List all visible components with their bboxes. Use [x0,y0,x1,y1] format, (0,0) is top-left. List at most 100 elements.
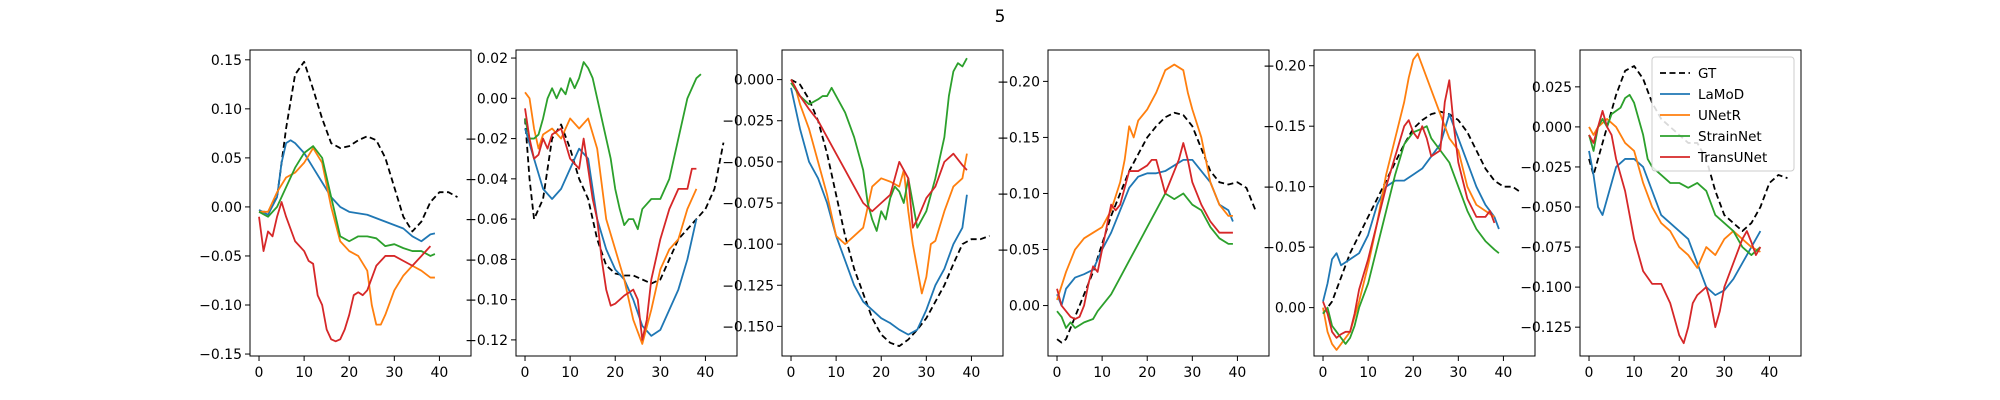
x-tick-label: 0 [1319,365,1328,381]
series-line-transunet [1588,109,1762,345]
series-line-lamod [790,87,968,336]
x-tick-label: 30 [1715,365,1733,381]
y-tick-label: 0.02 [477,51,508,67]
x-tick-label: 20 [1404,365,1422,381]
legend-label-transunet: TransUNet [1697,150,1767,166]
legend: GT LaMoD UNetR StrainNet TransUNet [1651,56,1795,172]
series-line-unetr [524,91,698,345]
x-tick-label: 30 [651,365,669,381]
y-tick-label: 0.00 [477,91,508,107]
x-tick-label: 10 [1625,365,1643,381]
y-tick-label: −0.10 [199,298,242,314]
legend-label-gt: GT [1698,66,1717,82]
axes-frame [1313,49,1536,357]
x-tick-label: 20 [872,365,890,381]
x-tick-label: 20 [340,365,358,381]
x-tick-label: 0 [1053,365,1062,381]
y-tick-label: −0.050 [1520,200,1572,216]
subplot-6: 0 10 20 30 40 −0.125 −0.100 −0.075 −0.050 −0.025 0… [1520,49,1802,381]
series-line-unetr [790,79,968,295]
series-line-transunet [1056,142,1233,320]
subplot-5: 0 10 20 30 40 −0.20 −0.15 −0.10 −0.05 0.00 [1263,49,1536,381]
x-tick-label: 40 [1761,365,1779,381]
axes-frame [515,49,738,357]
x-tick-label: 40 [1229,365,1247,381]
x-tick-label: 30 [385,365,403,381]
x-tick-label: 30 [1449,365,1467,381]
subplot-4: 0 10 20 30 40 −0.20 −0.15 −0.10 −0.05 0.00 [997,49,1270,381]
series-line-strainnet [258,145,436,257]
x-tick-label: 40 [431,365,449,381]
subplot-2: 0 10 20 30 40 −0.12 −0.10 −0.08 −0.06 −0.04 −0.02 0… [465,49,738,381]
y-tick-label: 0.000 [1532,120,1572,136]
y-tick-label: −0.15 [1263,119,1306,135]
y-tick-label: 0.05 [211,151,242,167]
y-tick-label: 0.000 [734,73,774,89]
y-tick-label: 0.00 [211,200,242,216]
axes-frame [249,49,472,357]
x-tick-label: 10 [295,365,313,381]
series-line-strainnet [1056,192,1233,329]
x-tick-label: 10 [827,365,845,381]
series-line-gt [1322,110,1522,315]
y-tick-label: −0.06 [465,212,508,228]
series-line-strainnet [1588,93,1762,256]
y-tick-label: −0.05 [997,243,1040,259]
x-tick-label: 20 [1138,365,1156,381]
series-line-gt [524,118,725,285]
x-tick-label: 0 [1585,365,1594,381]
y-tick-label: 0.10 [211,102,242,118]
y-tick-label: −0.02 [465,132,508,148]
series-line-lamod [1588,150,1762,297]
x-tick-label: 30 [1183,365,1201,381]
series-line-transunet [524,108,697,341]
axes-frame [1579,49,1802,357]
y-tick-label: −0.20 [1263,59,1306,75]
series-line-transunet [1322,79,1496,339]
series-line-gt [1588,65,1788,232]
legend-box [1651,56,1795,172]
x-tick-label: 40 [697,365,715,381]
y-tick-label: −0.05 [1263,240,1306,256]
series-line-strainnet [1322,125,1500,345]
series-line-lamod [258,139,436,243]
y-tick-label: −0.15 [997,130,1040,146]
y-tick-label: −0.075 [1520,240,1572,256]
y-tick-label: −0.10 [465,293,508,309]
y-tick-label: −0.075 [722,196,774,212]
x-tick-label: 10 [561,365,579,381]
subplot-1: 0 10 20 30 40 −0.15 −0.10 −0.05 0.00 0.05 0.10 0.15 [199,49,472,381]
y-tick-label: −0.20 [997,74,1040,90]
y-tick-label: −0.150 [722,319,774,335]
y-tick-label: −0.10 [1263,180,1306,196]
x-tick-label: 0 [787,365,796,381]
y-tick-label: −0.04 [465,172,508,188]
x-tick-label: 40 [1495,365,1513,381]
x-tick-label: 0 [255,365,264,381]
x-tick-label: 10 [1359,365,1377,381]
series-line-strainnet [524,61,702,231]
x-tick-label: 0 [521,365,530,381]
axes-frame [1047,49,1270,357]
y-tick-label: −0.125 [1520,320,1572,336]
y-tick-label: 0.15 [211,53,242,69]
y-tick-label: 0.00 [1275,301,1306,317]
x-tick-label: 20 [606,365,624,381]
series-line-unetr [1322,52,1495,351]
series-line-gt [259,60,458,233]
y-tick-label: −0.100 [722,237,774,253]
y-tick-label: −0.025 [722,114,774,130]
axes-frame [781,49,1004,357]
series-line-gt [1056,111,1257,344]
legend-label-unetr: UNetR [1698,108,1741,124]
series-line-transunet [258,201,432,343]
y-tick-label: 0.025 [1532,80,1572,96]
y-tick-label: −0.08 [465,252,508,268]
y-tick-label: −0.125 [722,278,774,294]
series-line-lamod [1322,113,1500,302]
y-tick-label: −0.025 [1520,160,1572,176]
y-tick-label: −0.12 [465,333,508,349]
figure-title: 5 [995,7,1006,27]
series-line-unetr [1056,63,1233,301]
